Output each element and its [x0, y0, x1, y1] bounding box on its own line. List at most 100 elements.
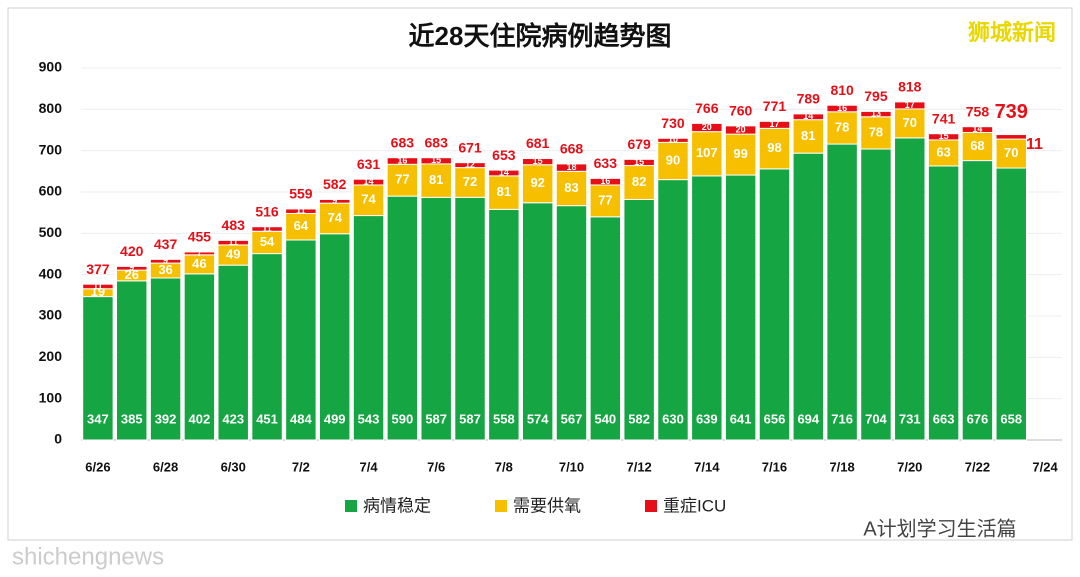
bar-segment — [420, 163, 452, 198]
bar-segment — [217, 239, 249, 246]
legend-swatch — [495, 500, 507, 512]
bar-segment — [995, 134, 1027, 140]
bar-segment — [623, 165, 655, 200]
x-tick-label: 6/30 — [221, 459, 246, 474]
total-label: 483 — [222, 217, 246, 233]
x-tick-label: 7/14 — [694, 459, 720, 474]
x-tick-label: 7/22 — [965, 459, 990, 474]
data-label: 72 — [463, 174, 477, 189]
data-label: 15 — [634, 157, 644, 167]
data-label: 11 — [93, 281, 103, 291]
data-label: 46 — [192, 256, 206, 271]
bar-segment — [82, 283, 114, 290]
legend-swatch — [345, 500, 357, 512]
bar-segment — [927, 133, 960, 141]
data-label: 540 — [594, 411, 616, 426]
bar-segment — [149, 258, 182, 264]
legend-swatch — [645, 500, 657, 512]
bar-segment — [488, 175, 520, 210]
total-label: 653 — [492, 147, 516, 163]
bar-segment — [488, 208, 520, 441]
y-tick-label: 200 — [39, 348, 63, 364]
data-label: 16 — [397, 155, 407, 165]
total-label: 582 — [323, 176, 347, 192]
bar-segment — [995, 138, 1027, 169]
data-label: 98 — [767, 140, 781, 155]
bar-segment — [792, 113, 825, 121]
x-tick-label: 7/20 — [897, 459, 922, 474]
y-tick-label: 300 — [39, 307, 63, 323]
watermark: shichengnews — [12, 543, 164, 570]
bar-segment — [521, 158, 554, 166]
data-label: 17 — [905, 100, 915, 110]
data-label: 587 — [459, 411, 481, 426]
x-tick-label: 6/28 — [153, 459, 178, 474]
total-label: 681 — [526, 135, 550, 151]
data-label: 99 — [733, 146, 747, 161]
data-label: 77 — [395, 172, 409, 187]
data-label: 16 — [600, 176, 610, 186]
data-label: 81 — [801, 128, 815, 143]
total-label: 671 — [458, 139, 482, 155]
bar-segment — [826, 143, 858, 441]
x-tick-label: 6/26 — [85, 459, 110, 474]
bar-segment — [657, 141, 689, 181]
bar-segment — [183, 273, 216, 441]
bar-segment — [589, 177, 622, 186]
data-label: 731 — [899, 411, 921, 426]
data-label: 36 — [158, 262, 172, 277]
total-label: 559 — [289, 186, 313, 202]
data-label: 20 — [736, 124, 746, 134]
data-label: 423 — [222, 411, 244, 426]
y-tick-label: 700 — [39, 141, 63, 157]
bar-segment — [318, 202, 351, 235]
total-label: 420 — [120, 243, 144, 259]
legend-label: 需要供氧 — [513, 496, 581, 515]
data-label: 543 — [358, 411, 380, 426]
x-tick-label: 7/8 — [495, 459, 513, 474]
total-label: 377 — [86, 261, 110, 277]
data-label: 7 — [197, 248, 202, 258]
x-tick-label: 7/16 — [762, 459, 787, 474]
data-label: 385 — [121, 411, 143, 426]
x-tick-label: 7/18 — [829, 459, 854, 474]
bar-segment — [792, 119, 825, 154]
bar-segment — [285, 208, 317, 214]
bar-segment — [386, 195, 419, 441]
bar-segment — [961, 126, 994, 133]
data-label: 81 — [429, 172, 443, 187]
data-label: 14 — [499, 167, 509, 177]
data-label: 17 — [769, 119, 779, 129]
data-label: 18 — [566, 162, 576, 172]
data-label: 90 — [666, 152, 680, 167]
total-label: 437 — [154, 236, 178, 252]
data-label: 587 — [425, 411, 447, 426]
data-label: 641 — [730, 411, 752, 426]
bar-segment — [454, 167, 486, 198]
data-label: 49 — [226, 246, 240, 261]
total-label: 741 — [932, 110, 956, 126]
data-label: 347 — [87, 411, 109, 426]
bar-segment — [860, 110, 892, 118]
data-label: 11 — [296, 206, 306, 216]
data-label: 11 — [262, 223, 272, 233]
data-label: 78 — [835, 119, 849, 134]
bar-segment — [521, 164, 554, 204]
legend-label: 重症ICU — [663, 496, 726, 515]
data-label: 70 — [903, 115, 917, 130]
bar-segment — [691, 131, 723, 177]
data-label: 716 — [831, 411, 853, 426]
y-tick-label: 500 — [39, 224, 63, 240]
bar-segment — [995, 167, 1027, 441]
data-label: 107 — [696, 145, 718, 160]
bar-segment — [758, 120, 791, 129]
data-label: 499 — [324, 411, 346, 426]
bar-segment — [352, 178, 385, 186]
data-label: 14 — [972, 124, 982, 134]
data-label: 63 — [936, 144, 950, 159]
bar-segment — [724, 174, 757, 441]
y-tick-label: 400 — [39, 265, 63, 281]
bar-segment — [116, 265, 148, 271]
data-label: 68 — [970, 138, 984, 153]
